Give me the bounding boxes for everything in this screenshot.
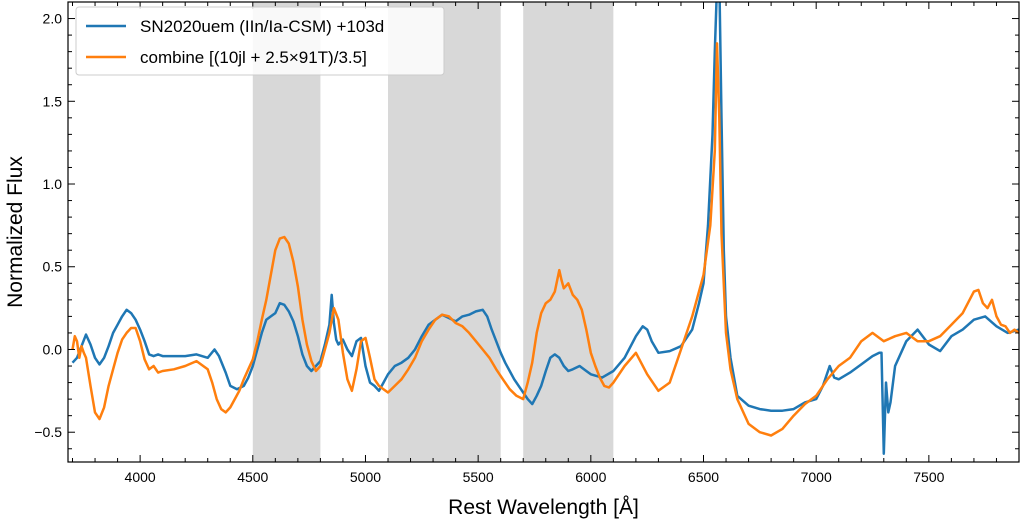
x-tick-label: 4000	[125, 469, 156, 485]
x-axis-label: Rest Wavelength [Å]	[448, 496, 639, 519]
legend-label-combine: combine [(10jl + 2.5×91T)/3.5]	[140, 48, 367, 67]
y-tick-label: 0.5	[43, 259, 63, 275]
y-tick-label: 0.0	[43, 341, 63, 357]
x-tick-label: 5000	[350, 469, 381, 485]
x-tick-label: 7000	[801, 469, 832, 485]
x-tick-label: 5500	[463, 469, 494, 485]
shaded-bands	[252, 2, 614, 462]
y-axis-label: Normalized Flux	[4, 156, 27, 308]
plot-lines	[71, 2, 1019, 455]
series-line-0	[71, 2, 1019, 455]
y-tick-label: 1.0	[43, 176, 63, 192]
x-tick-label: 7500	[913, 469, 944, 485]
x-axis-ticks: 4000 4500 5000 5500 6000 6500 7000 7500	[72, 2, 1020, 485]
legend-box	[75, 6, 445, 76]
shaded-band-1	[388, 2, 501, 462]
y-tick-label: 2.0	[43, 11, 63, 27]
x-tick-label: 6500	[688, 469, 719, 485]
shaded-band-2	[523, 2, 614, 462]
legend: SN2020uem (IIn/Ia-CSM) +103d combine [(1…	[75, 6, 445, 76]
y-tick-label: 1.5	[43, 93, 63, 109]
y-axis-ticks: −0.5 0.0 0.5 1.0 1.5 2.0	[34, 1, 1019, 450]
shaded-band-0	[252, 2, 321, 462]
x-tick-label: 6000	[575, 469, 606, 485]
legend-label-sn2020uem: SN2020uem (IIn/Ia-CSM) +103d	[140, 17, 384, 36]
plot-frame	[67, 1, 1020, 463]
y-tick-label: −0.5	[34, 424, 62, 440]
series-line-1	[71, 42, 1019, 437]
x-tick-label: 4500	[237, 469, 268, 485]
